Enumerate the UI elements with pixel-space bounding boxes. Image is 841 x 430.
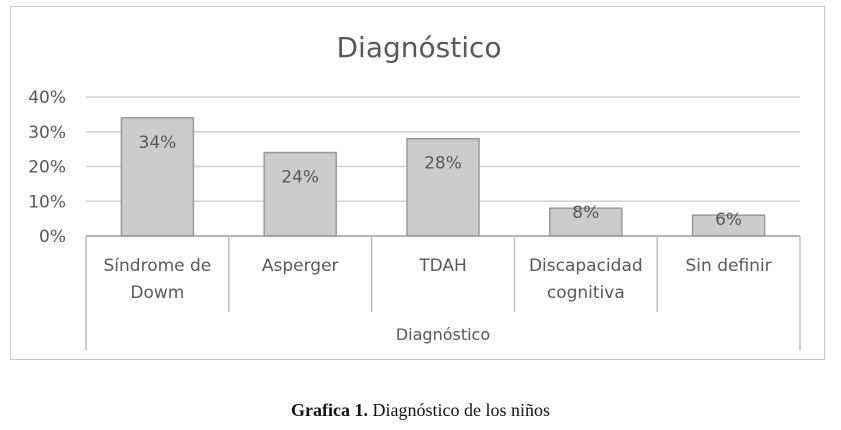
- category-label: Asperger: [262, 256, 339, 276]
- x-axis-category-labels: Síndrome de Dowm Asperger TDAH Discapacidad c…: [104, 256, 772, 303]
- bar: [406, 137, 480, 237]
- chart-title: Diagnóstico: [336, 31, 501, 64]
- data-label: 6%: [715, 210, 742, 230]
- figure-caption: Grafica 1. Diagnóstico de los niños: [0, 400, 841, 421]
- data-labels: 34% 24% 28% 8% 6%: [139, 133, 743, 230]
- y-tick-label: 0%: [39, 227, 66, 247]
- data-label: 8%: [572, 203, 599, 223]
- category-label: Discapacidad: [529, 256, 643, 276]
- bar-chart: Diagnóstico 0% 10% 20% 30% 40% 34% 24% 28% 8% 6%…: [28, 31, 801, 350]
- category-label: cognitiva: [547, 283, 625, 303]
- data-label: 28%: [424, 154, 462, 174]
- caption-label: Grafica 1.: [291, 400, 368, 420]
- bar: [263, 151, 337, 237]
- category-label: TDAH: [418, 256, 467, 276]
- category-label: Síndrome de: [104, 256, 212, 276]
- x-axis-title: Diagnóstico: [396, 325, 490, 344]
- data-label: 24%: [281, 168, 319, 188]
- y-axis-tick-labels: 0% 10% 20% 30% 40%: [28, 88, 66, 247]
- y-tick-label: 10%: [28, 192, 66, 212]
- y-tick-label: 20%: [28, 158, 66, 178]
- x-axis: [85, 235, 801, 350]
- data-label: 34%: [139, 133, 177, 153]
- y-tick-label: 30%: [28, 123, 66, 143]
- y-tick-label: 40%: [28, 88, 66, 108]
- bars: [120, 117, 766, 237]
- caption-text: Diagnóstico de los niños: [372, 400, 550, 420]
- category-label: Sin definir: [686, 256, 772, 276]
- category-label: Dowm: [130, 283, 184, 303]
